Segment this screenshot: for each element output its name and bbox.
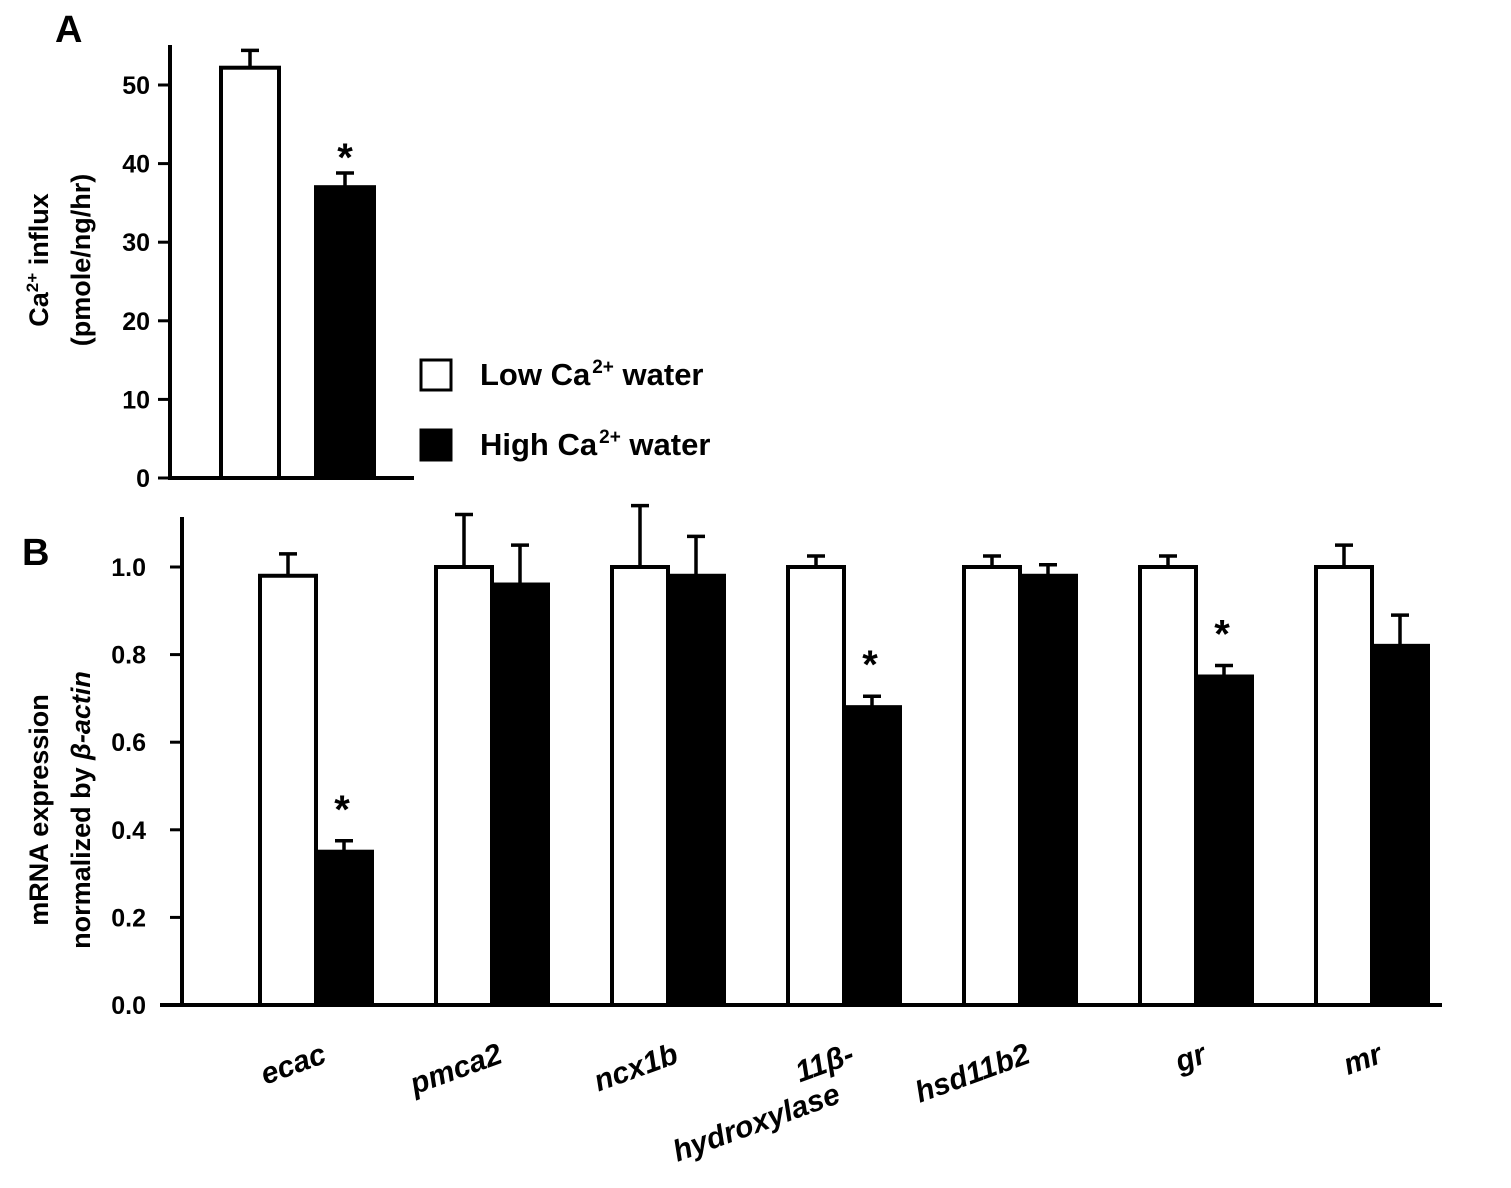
y-axis-label-b-line2: normalized by β-actin (66, 671, 96, 949)
x-tick-label: mr (1339, 1037, 1389, 1082)
significance-marker: * (337, 136, 353, 180)
x-tick-label: hydroxylase (669, 1078, 845, 1169)
legend-sup: 2+ (599, 427, 621, 448)
y-tick-label-b: 0.2 (111, 904, 146, 932)
y-tick-label-a: 0 (136, 465, 150, 493)
bar-gr-0 (1138, 565, 1198, 1007)
bar-gr-1 (1194, 674, 1254, 1007)
x-tick-label: ncx1b (590, 1038, 683, 1099)
legend-text: water (614, 357, 704, 392)
bar-mr-0 (1314, 565, 1374, 1007)
y-tick-label-b: 0.8 (111, 642, 146, 670)
bar-pmca2-0 (434, 565, 494, 1007)
y-axis-label-a: Ca2+ influx (23, 193, 54, 326)
y-tick-label-a: 10 (122, 386, 150, 414)
y-tick-label-a: 50 (122, 72, 150, 100)
y-tick-label-a: 40 (122, 151, 150, 179)
legend-label: High Ca 2+ water (480, 427, 710, 462)
panel-label-a: A (55, 9, 82, 51)
bar-mr-1 (1370, 643, 1430, 1008)
bar-pmca2-1 (490, 582, 550, 1008)
y-tick-label-b: 1.0 (111, 554, 146, 582)
y-axis-label-b-line1: mRNA expression (24, 694, 54, 926)
y-label-italic: β-actin (66, 671, 96, 761)
legend-text: Low Ca (480, 357, 591, 392)
bar-ncx1b-1 (666, 573, 726, 1007)
x-tick-label: gr (1170, 1037, 1213, 1079)
y-label-text: influx (24, 193, 54, 273)
panel-label-b: B (22, 532, 49, 574)
bar-ecac-0 (258, 573, 318, 1007)
y-tick-label-b: 0.4 (111, 817, 146, 845)
bar-hsd11b2-0 (962, 565, 1022, 1007)
significance-marker: * (1214, 613, 1230, 657)
bar-ecac-1 (314, 849, 374, 1008)
y-axis-label-a-line2: (pmole/ng/hr) (66, 174, 96, 346)
legend-label: Low Ca 2+ water (480, 357, 704, 392)
bar-11hydroxylase-0 (786, 565, 846, 1007)
legend-swatch (419, 358, 453, 392)
y-label-text: normalized by (66, 760, 96, 949)
significance-marker: * (862, 643, 878, 687)
bar-hsd11b2-1 (1018, 573, 1078, 1007)
legend-text: High Ca (480, 427, 598, 462)
bar-ncx1b-0 (610, 565, 670, 1007)
y-tick-label-a: 30 (122, 229, 150, 257)
legend-text: water (621, 427, 711, 462)
legend-swatch (419, 428, 453, 462)
y-tick-label-a: 20 (122, 308, 150, 336)
bar-11hydroxylase-1 (842, 705, 902, 1007)
y-tick-label-b: 0.0 (111, 992, 146, 1020)
y-label-text: Ca (24, 291, 54, 326)
bar-a-0 (219, 65, 281, 480)
y-tick-label-b: 0.6 (111, 729, 146, 757)
x-tick-label: hsd11b2 (911, 1037, 1035, 1109)
significance-marker: * (334, 788, 350, 832)
legend-sup: 2+ (592, 357, 614, 378)
x-tick-label: ecac (256, 1037, 330, 1091)
bar-a-1 (314, 185, 376, 480)
x-tick-label: pmca2 (405, 1037, 507, 1101)
y-label-sup: 2+ (23, 273, 42, 292)
